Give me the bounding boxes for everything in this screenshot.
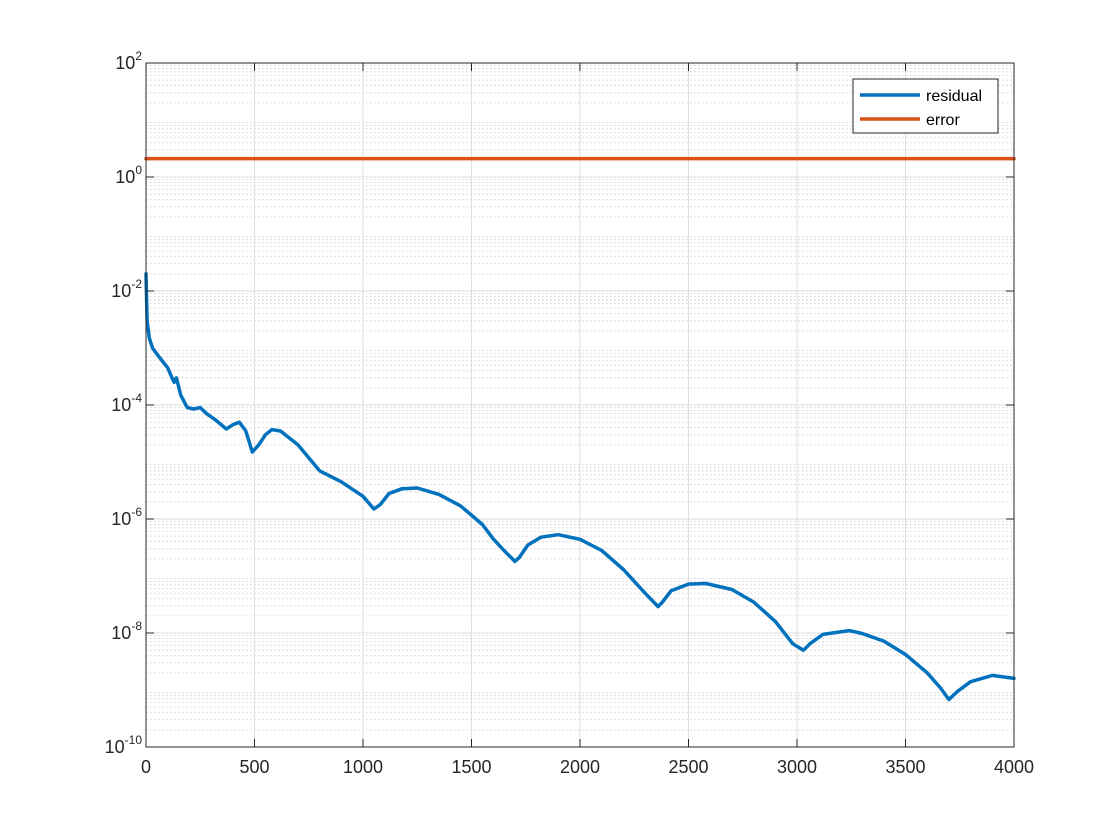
x-tick-label: 2500 [668, 757, 708, 777]
series-line-residual [144, 272, 1016, 702]
y-tick-label: 10-10 [105, 733, 143, 757]
x-tick-label: 1500 [451, 757, 491, 777]
y-tick-label: 10-2 [111, 277, 142, 301]
legend-box [852, 78, 999, 134]
series-layer [144, 156, 1016, 702]
x-tick-label: 4000 [994, 757, 1034, 777]
legend-label-residual: residual [926, 88, 982, 105]
x-tick-label: 500 [239, 757, 269, 777]
y-tick-label: 10-8 [111, 619, 142, 643]
x-tick-label: 2000 [560, 757, 600, 777]
ticks: 0 500 1000 1500 2000 2500 3000 3500 4000 10-10 10-… [105, 49, 1034, 777]
legend-label-error: error [926, 112, 960, 129]
y-tick-label: 10-6 [111, 505, 142, 529]
x-tick-label: 0 [141, 757, 151, 777]
y-tick-label: 102 [115, 49, 142, 73]
x-tick-label: 1000 [343, 757, 383, 777]
x-tick-label: 3500 [885, 757, 925, 777]
legend: residual error [852, 78, 999, 134]
x-tick-label: 3000 [777, 757, 817, 777]
y-tick-label: 100 [115, 163, 142, 187]
y-tick-label: 10-4 [111, 391, 142, 415]
